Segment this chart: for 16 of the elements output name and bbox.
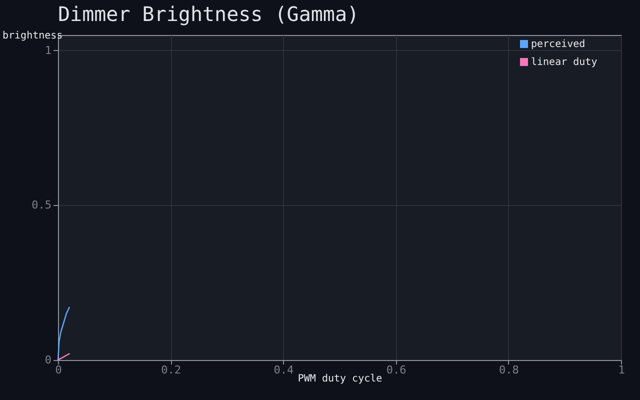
x-axis-title: PWM duty cycle: [298, 374, 382, 384]
chart-title: Dimmer Brightness (Gamma): [58, 2, 360, 26]
y-axis-title: brightness: [2, 30, 63, 42]
x-tick-label: 0.4: [274, 364, 294, 376]
y-tick-label: 1: [44, 44, 52, 57]
legend-label: perceived: [531, 39, 586, 50]
x-tick-label: 0.6: [386, 364, 406, 376]
line-series: [57, 306, 70, 361]
y-tick-label: 0.5: [32, 198, 52, 212]
x-tick-label: 1: [618, 364, 625, 376]
y-tick-label: 0: [44, 354, 52, 366]
x-tick-label: 0.2: [161, 364, 182, 376]
line-series: [57, 353, 70, 361]
x-tick-label: 0: [55, 364, 62, 376]
x-tick-label: 0.8: [498, 364, 519, 376]
legend-label: linear duty: [531, 57, 598, 68]
